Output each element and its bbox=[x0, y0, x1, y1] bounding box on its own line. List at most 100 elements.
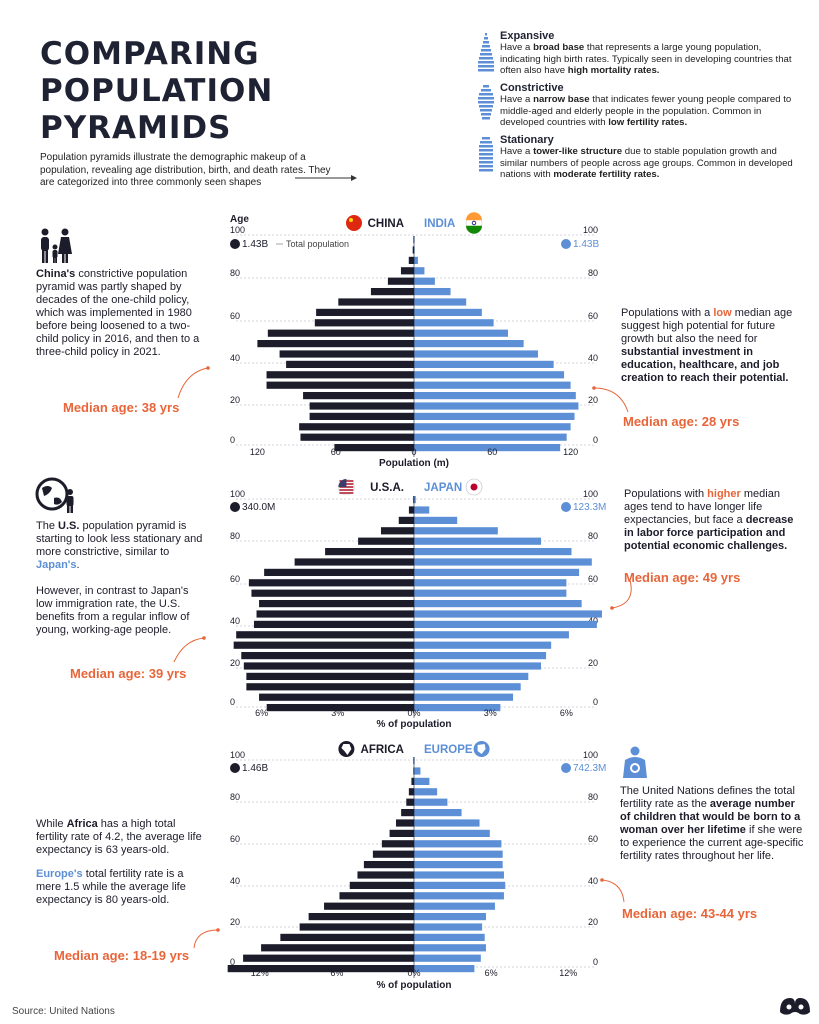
chart-2-age-tick-left: 0 bbox=[230, 697, 235, 707]
legend-stationary-desc: Have a tower-like structure due to stabl… bbox=[500, 146, 793, 180]
chart-3-bar-europe bbox=[414, 819, 480, 827]
chart-2-bar-japan bbox=[414, 568, 580, 576]
chart-1-right-total: 1.43B bbox=[573, 239, 599, 250]
chart-1-bar-china bbox=[338, 298, 414, 306]
chart-3-age-tick-left: 40 bbox=[230, 876, 240, 886]
un-fertility-note: The United Nations defines the total fer… bbox=[620, 785, 804, 862]
chart-1-bar-india bbox=[414, 340, 524, 348]
chart-3-bar-europe bbox=[414, 954, 481, 962]
chart-3-x-tick-label: 0% bbox=[407, 968, 420, 978]
chart-3-age-tick-right: 100 bbox=[583, 750, 598, 760]
europe-note: Europe's total fertility rate is a mere … bbox=[36, 868, 186, 906]
legend-constrictive-desc: Have a narrow base that indicates fewer … bbox=[500, 94, 792, 128]
chart-2-x-tick-label: 6% bbox=[255, 708, 268, 718]
chart-1-bar-india bbox=[414, 381, 571, 389]
chart-2-age-tick-right: 80 bbox=[588, 531, 598, 541]
chart-3-right-name: EUROPE bbox=[424, 744, 473, 756]
chart-2-bar-japan bbox=[414, 631, 569, 639]
chart-2-bar-usa bbox=[246, 683, 414, 691]
chart-3-bar-europe bbox=[414, 829, 490, 837]
chart-1-bar-china bbox=[314, 319, 414, 327]
chart-2-bar-japan bbox=[414, 579, 567, 587]
chart-3-bar-africa bbox=[280, 933, 414, 941]
chart-3-x-tick-label: 12% bbox=[559, 968, 577, 978]
japan-median: Median age: 49 yrs bbox=[624, 570, 741, 585]
chart-1-bar-india bbox=[414, 423, 571, 431]
chart-2-bar-japan bbox=[414, 620, 597, 628]
usa-note: The U.S. population pyramid is starting … bbox=[36, 520, 203, 571]
chart-1-bar-india bbox=[414, 433, 567, 441]
chart-3-bar-europe bbox=[414, 850, 503, 858]
chart-2-x-tick-label: 3% bbox=[331, 708, 344, 718]
chart-1-total-label: Total population bbox=[286, 239, 349, 249]
chart-1-age-tick-left: 80 bbox=[230, 268, 240, 278]
chart-1-age-label: Age bbox=[230, 214, 249, 225]
chart-2-bar-usa bbox=[259, 693, 414, 701]
chart-1-right-total-icon bbox=[561, 239, 571, 249]
chart-2-bar-usa bbox=[243, 662, 414, 670]
chart-1-bar-india bbox=[414, 298, 467, 306]
chart-1-bar-india bbox=[414, 267, 425, 275]
constrictive-pyramid-icon bbox=[478, 85, 494, 120]
chart-3-left-total-icon bbox=[230, 763, 240, 773]
chart-3-right-total: 742.3M bbox=[573, 763, 606, 774]
chart-3-bar-europe bbox=[414, 965, 475, 973]
chart-2-bar-japan bbox=[414, 589, 567, 597]
chart-1-x-axis-label: Population (m) bbox=[379, 458, 449, 469]
legend-expansive-title: Expansive bbox=[500, 30, 555, 42]
chart-3-age-tick-left: 60 bbox=[230, 834, 240, 844]
chart-1-left-flag-icon bbox=[346, 215, 362, 231]
chart-3-bar-africa bbox=[324, 902, 414, 910]
chart-1-bar-china bbox=[408, 256, 414, 264]
china-median-arrow-icon bbox=[177, 367, 209, 399]
chart-3-bar-europe bbox=[414, 944, 486, 952]
chart-2-left-name: U.S.A. bbox=[370, 482, 404, 494]
chart-3-right-total-icon bbox=[561, 763, 571, 773]
chart-1-age-tick-right: 40 bbox=[588, 353, 598, 363]
legend-stationary: Stationary Have a tower-like structure d… bbox=[478, 134, 798, 181]
chart-2-bar-japan bbox=[414, 704, 501, 712]
chart-3-bar-europe bbox=[414, 767, 421, 775]
source-note: Source: United Nations bbox=[12, 1006, 115, 1017]
chart-3-bar-europe bbox=[414, 861, 503, 869]
chart-3-age-tick-right: 40 bbox=[588, 876, 598, 886]
legend-expansive-desc: Have a broad base that represents a larg… bbox=[500, 42, 792, 76]
chart-1-bar-india bbox=[414, 319, 494, 327]
chart-2-age-tick-right: 100 bbox=[583, 489, 598, 499]
chart-1-bar-india bbox=[414, 288, 451, 296]
chart-1-left-name: CHINA bbox=[368, 218, 404, 230]
chart-3-age-tick-right: 60 bbox=[588, 834, 598, 844]
chart-2-right-total-icon bbox=[561, 502, 571, 512]
chart-1-age-tick-left: 20 bbox=[230, 395, 240, 405]
chart-1-bar-india bbox=[414, 402, 579, 410]
chart-1-age-tick-left: 40 bbox=[230, 353, 240, 363]
chart-2-bar-usa bbox=[294, 558, 414, 566]
chart-1-bar-china bbox=[266, 381, 414, 389]
chart-2-x-tick-label: 6% bbox=[560, 708, 573, 718]
brand-logo-icon bbox=[780, 998, 810, 1015]
chart-1-bar-india bbox=[414, 412, 575, 420]
chart-3-bar-africa bbox=[389, 829, 414, 837]
chart-3-bar-africa bbox=[401, 809, 414, 817]
chart-1-age-tick-right: 0 bbox=[593, 435, 598, 445]
africa-median: Median age: 18-19 yrs bbox=[54, 948, 190, 963]
chart-3-bar-africa bbox=[396, 819, 414, 827]
chart-1-bar-china bbox=[316, 308, 414, 316]
china-median-arrow-icon-head bbox=[206, 366, 210, 370]
chart-3-bar-africa bbox=[411, 777, 414, 785]
family-icon bbox=[41, 228, 72, 263]
chart-2-right-name: JAPAN bbox=[424, 482, 462, 494]
chart-3-x-axis-label: % of population bbox=[377, 980, 452, 991]
europe-median-arrow-icon bbox=[601, 879, 625, 903]
chart-1-bar-china bbox=[334, 444, 414, 452]
japan-note: Populations with higher median ages tend… bbox=[624, 488, 794, 552]
usa-note-2: However, in contrast to Japan's low immi… bbox=[36, 585, 190, 636]
chart-3-age-tick-left: 80 bbox=[230, 792, 240, 802]
chart-3-bar-africa bbox=[227, 965, 414, 973]
chart-1-bar-india bbox=[414, 277, 435, 285]
chart-2-bar-usa bbox=[236, 631, 414, 639]
chart-3-age-tick-left: 0 bbox=[230, 957, 235, 967]
chart-3-bar-africa bbox=[381, 840, 414, 848]
chart-3-left-name: AFRICA bbox=[361, 744, 404, 756]
chart-2-age-tick-left: 80 bbox=[230, 531, 240, 541]
